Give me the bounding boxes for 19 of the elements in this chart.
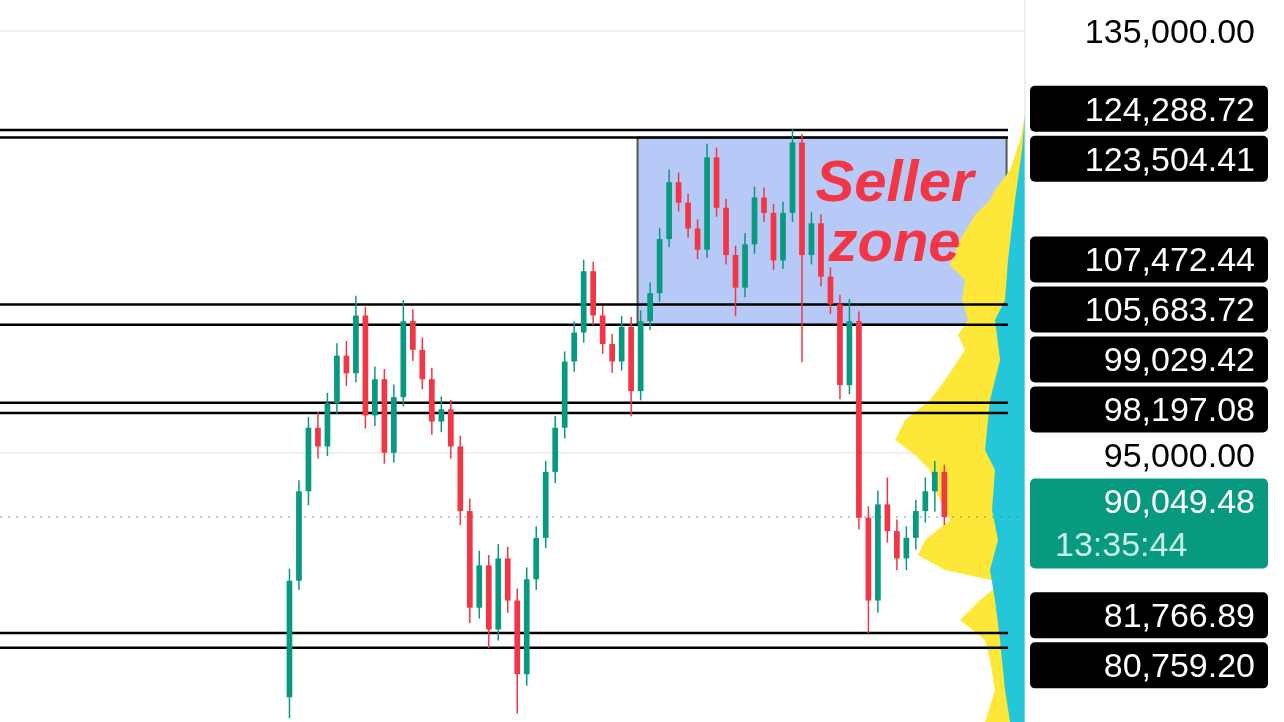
ref-line-label: 105,683.72 (1084, 290, 1255, 329)
text: 13:35:44 (1055, 525, 1188, 564)
y-tick-label: 95,000.00 (1103, 436, 1255, 475)
candlestick (675, 172, 682, 212)
candlestick (931, 460, 938, 512)
ref-line-label: 98,197.08 (1103, 390, 1255, 429)
ref-line-label: 90,049.48 (1103, 482, 1255, 521)
ref-line-label: 81,766.89 (1103, 596, 1255, 635)
candlestick (438, 396, 445, 433)
ref-line-label: 123,504.41 (1084, 139, 1255, 178)
ref-line-label: 124,288.72 (1084, 89, 1255, 128)
candlestick (761, 187, 767, 222)
candlestick (315, 412, 321, 459)
ref-line-label: 107,472.44 (1084, 240, 1255, 279)
candlestick (609, 334, 615, 373)
y-tick-label: 135,000.00 (1084, 11, 1255, 50)
ref-line-label: 80,759.20 (1103, 646, 1255, 685)
band-label: Seller zone (815, 148, 977, 274)
ref-line-label: 99,029.42 (1103, 340, 1255, 379)
